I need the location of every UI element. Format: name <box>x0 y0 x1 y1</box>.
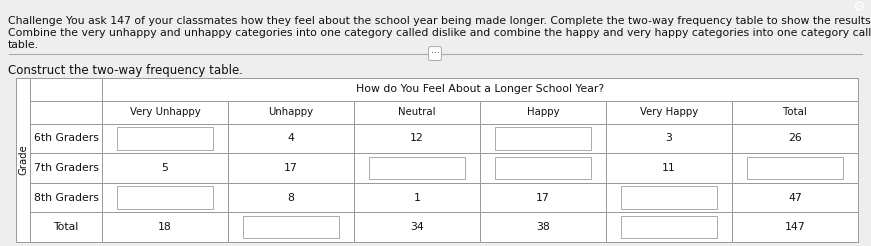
Bar <box>732 123 858 153</box>
Text: 11: 11 <box>662 163 676 173</box>
Text: 8: 8 <box>287 193 294 203</box>
Bar <box>732 153 858 183</box>
Text: How do You Feel About a Longer School Year?: How do You Feel About a Longer School Ye… <box>356 84 604 94</box>
Bar <box>30 183 102 212</box>
Bar <box>30 153 102 183</box>
Bar <box>606 101 732 123</box>
Text: 17: 17 <box>537 193 550 203</box>
Text: ⚙: ⚙ <box>853 0 865 14</box>
Text: 1: 1 <box>414 193 421 203</box>
Text: Very Happy: Very Happy <box>640 107 699 117</box>
Text: 7th Graders: 7th Graders <box>34 163 98 173</box>
Text: Very Unhappy: Very Unhappy <box>130 107 200 117</box>
Bar <box>480 123 606 153</box>
Text: table.: table. <box>8 40 39 49</box>
Bar <box>621 216 717 238</box>
Bar <box>354 212 480 242</box>
Bar <box>354 153 480 183</box>
Text: Unhappy: Unhappy <box>268 107 314 117</box>
Text: 34: 34 <box>410 222 424 232</box>
Text: ···: ··· <box>430 48 440 59</box>
Bar <box>102 212 228 242</box>
Text: 3: 3 <box>665 133 672 143</box>
Text: Neutral: Neutral <box>398 107 436 117</box>
Bar <box>747 157 843 179</box>
Text: Combine the very unhappy and unhappy categories into one category called dislike: Combine the very unhappy and unhappy cat… <box>8 28 871 38</box>
Bar <box>480 101 606 123</box>
Text: 18: 18 <box>159 222 172 232</box>
Text: 17: 17 <box>284 163 298 173</box>
Text: 6th Graders: 6th Graders <box>34 133 98 143</box>
Bar <box>732 212 858 242</box>
Bar <box>606 123 732 153</box>
Text: 47: 47 <box>788 193 802 203</box>
Bar <box>30 77 102 101</box>
Bar <box>354 183 480 212</box>
Bar <box>480 212 606 242</box>
Bar <box>354 123 480 153</box>
Bar <box>30 123 102 153</box>
Text: Construct the two-way frequency table.: Construct the two-way frequency table. <box>8 63 243 77</box>
Bar <box>495 157 591 179</box>
Bar <box>117 186 213 209</box>
Text: 4: 4 <box>287 133 294 143</box>
Bar <box>102 183 228 212</box>
Text: 26: 26 <box>788 133 802 143</box>
Bar <box>606 212 732 242</box>
Text: Total: Total <box>783 107 807 117</box>
Bar <box>228 123 354 153</box>
Text: 147: 147 <box>785 222 806 232</box>
Text: 5: 5 <box>161 163 168 173</box>
Bar <box>369 157 465 179</box>
Bar <box>621 186 717 209</box>
Bar <box>495 127 591 150</box>
Bar <box>228 101 354 123</box>
Bar <box>16 77 30 242</box>
Bar <box>606 153 732 183</box>
Bar <box>228 183 354 212</box>
Text: Total: Total <box>53 222 78 232</box>
Bar <box>102 153 228 183</box>
Text: Happy: Happy <box>527 107 559 117</box>
Text: 12: 12 <box>410 133 424 143</box>
Bar <box>102 101 228 123</box>
Bar <box>30 101 102 123</box>
Bar <box>732 101 858 123</box>
Bar <box>480 183 606 212</box>
Bar <box>117 127 213 150</box>
Bar <box>354 101 480 123</box>
Bar <box>102 77 858 101</box>
Text: Challenge You ask 147 of your classmates how they feel about the school year bei: Challenge You ask 147 of your classmates… <box>8 15 871 26</box>
Bar <box>102 123 228 153</box>
Text: 8th Graders: 8th Graders <box>34 193 98 203</box>
Bar <box>30 212 102 242</box>
Text: Grade: Grade <box>18 144 28 175</box>
Bar <box>732 183 858 212</box>
Bar <box>480 153 606 183</box>
Bar <box>606 183 732 212</box>
Bar <box>228 212 354 242</box>
Bar <box>228 153 354 183</box>
Bar <box>243 216 339 238</box>
Text: 38: 38 <box>537 222 550 232</box>
